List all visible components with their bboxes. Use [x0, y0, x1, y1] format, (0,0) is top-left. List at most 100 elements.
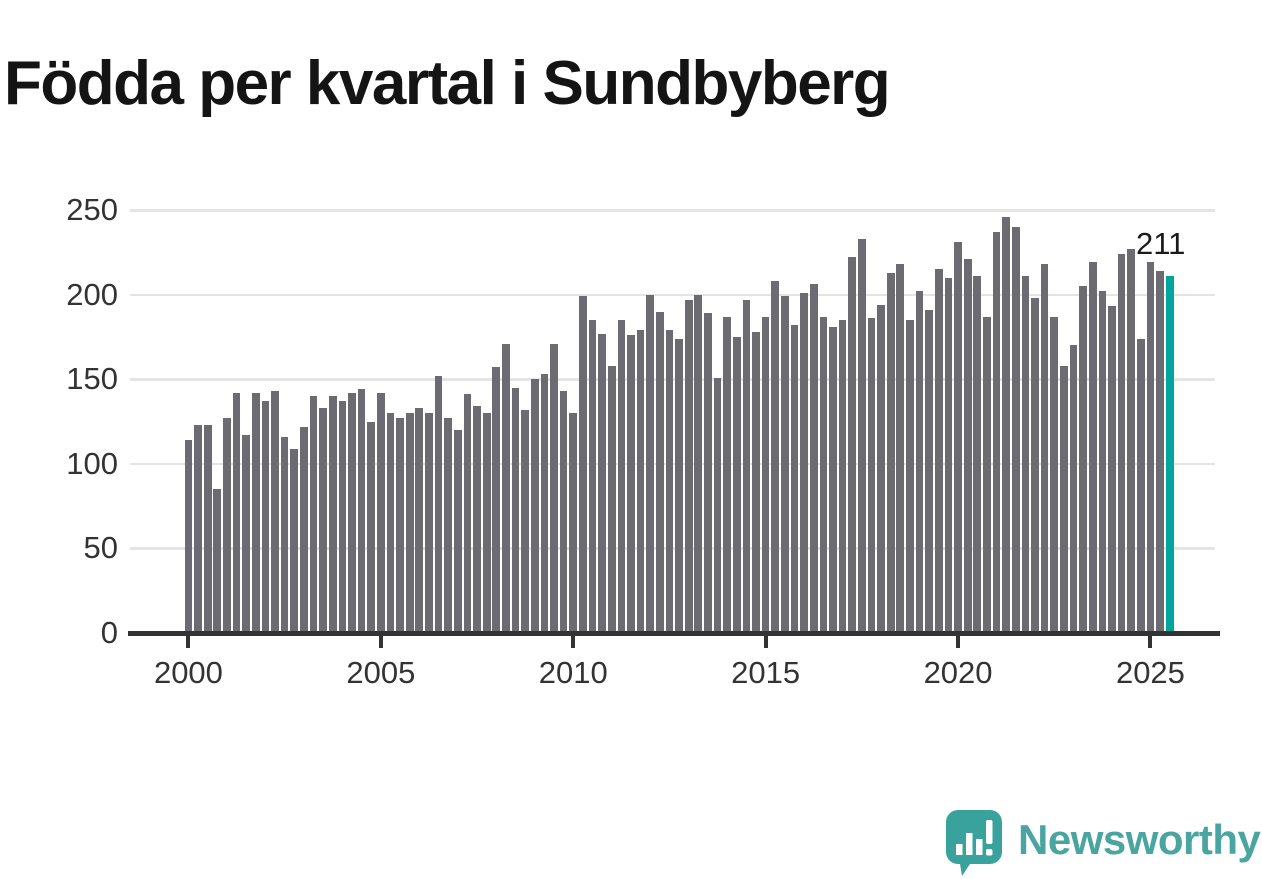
bar [809, 284, 818, 633]
bar [1069, 345, 1078, 633]
bar [232, 392, 241, 633]
bar [271, 391, 279, 633]
bar [463, 394, 472, 633]
bar [963, 259, 972, 633]
bar [415, 407, 424, 633]
bar [377, 392, 385, 633]
bar [242, 435, 250, 633]
bar [684, 299, 693, 633]
bar [1108, 306, 1116, 633]
bar [752, 331, 760, 633]
bar [194, 424, 202, 633]
bar [800, 292, 808, 633]
bar [771, 281, 780, 633]
bar [617, 319, 626, 633]
y-axis-label: 50 [83, 530, 118, 566]
x-axis-line [128, 631, 1220, 636]
bar [453, 429, 462, 633]
page-title: Födda per kvartal i Sundbyberg [4, 48, 891, 118]
y-axis-label: 250 [66, 192, 118, 227]
bar [251, 392, 260, 633]
bar [203, 424, 212, 633]
bar [1088, 262, 1097, 633]
bar [1060, 365, 1068, 633]
bar [300, 426, 308, 633]
bar [405, 413, 414, 633]
highlight-value-label: 211 [1136, 226, 1186, 261]
bar [781, 296, 789, 633]
bar [502, 343, 510, 633]
bar [434, 375, 443, 633]
bar [896, 264, 905, 633]
bar [223, 418, 231, 633]
bar [838, 319, 847, 633]
bar [848, 257, 857, 633]
bar [1079, 286, 1087, 633]
bar [646, 294, 655, 633]
bar [309, 396, 318, 633]
bar [482, 413, 491, 633]
bar [530, 379, 539, 633]
bar [607, 365, 616, 633]
bar [704, 313, 712, 633]
logo-text: Newsworthy [1018, 816, 1261, 863]
y-axis-label: 100 [66, 445, 118, 481]
bar [713, 377, 722, 633]
bar [944, 277, 953, 633]
bar [348, 392, 356, 633]
bar [213, 489, 222, 633]
newsworthy-speech-bubble-barchart-icon [946, 810, 1002, 876]
bar [983, 316, 991, 633]
bar [319, 407, 327, 633]
bar [492, 367, 501, 633]
y-axis-label: 150 [66, 361, 118, 397]
bar [511, 387, 520, 633]
bar [521, 409, 529, 633]
bar [386, 413, 395, 633]
x-axis-tick [763, 635, 768, 648]
x-axis-label: 2025 [1115, 655, 1185, 690]
bar [1098, 291, 1107, 633]
bar [569, 413, 578, 633]
bar [954, 242, 962, 633]
bar [858, 238, 866, 633]
bar [1031, 297, 1039, 633]
bar [636, 330, 645, 633]
bar [829, 326, 837, 633]
bar [906, 319, 914, 633]
x-axis-label: 2010 [538, 655, 608, 690]
bar [550, 343, 558, 633]
bar [328, 396, 337, 633]
x-axis-label: 2000 [153, 655, 223, 690]
bar [540, 374, 549, 633]
bar [1156, 270, 1164, 633]
bar [675, 338, 683, 633]
bar [790, 325, 799, 633]
bar [396, 418, 404, 633]
bar [655, 311, 664, 633]
bar [877, 304, 885, 633]
bar [1002, 216, 1010, 633]
bar [867, 318, 876, 633]
bar [742, 299, 751, 633]
bar [598, 333, 606, 633]
bar [973, 275, 982, 633]
x-axis-label: 2020 [923, 655, 993, 690]
x-axis-tick [378, 635, 383, 648]
x-axis-tick [956, 635, 961, 648]
y-axis-label: 0 [100, 615, 118, 650]
bar [694, 294, 703, 633]
bar [338, 401, 347, 633]
bar [290, 448, 299, 633]
x-axis-tick [1148, 635, 1153, 648]
bar [761, 316, 770, 633]
bar [473, 406, 481, 633]
bar [992, 231, 1001, 633]
bar [934, 269, 943, 633]
bar [1011, 226, 1020, 633]
newsworthy-logo: Newsworthy [944, 808, 1262, 876]
x-axis-label: 2005 [346, 655, 416, 690]
bar [915, 291, 924, 633]
bar [559, 391, 568, 633]
bar [184, 440, 193, 633]
